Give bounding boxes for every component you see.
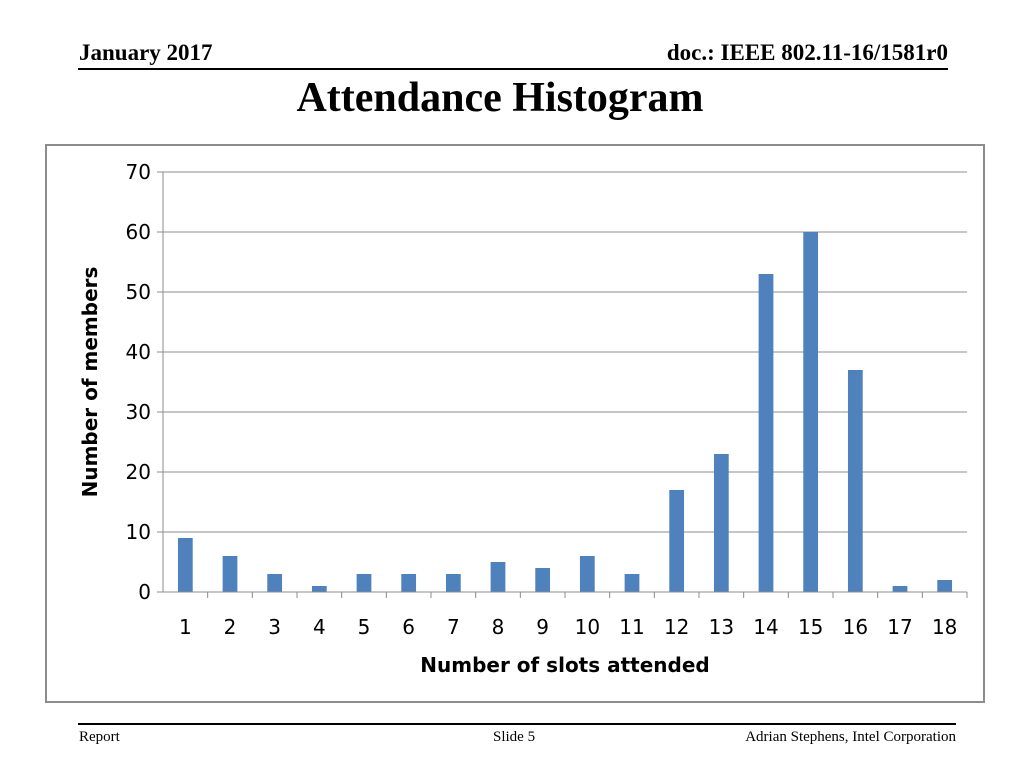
x-tick-label: 2 <box>224 615 237 639</box>
x-tick-label: 14 <box>753 615 778 639</box>
bar-1 <box>177 538 193 592</box>
bar-9 <box>535 568 551 592</box>
bar-7 <box>445 574 461 592</box>
x-tick-label: 8 <box>492 615 505 639</box>
x-tick-label: 7 <box>447 615 460 639</box>
x-tick-label: 5 <box>358 615 371 639</box>
footer-divider <box>78 723 956 725</box>
x-tick-label: 6 <box>402 615 415 639</box>
footer-author: Adrian Stephens, Intel Corporation <box>745 729 956 745</box>
axes <box>157 171 968 598</box>
x-tick-label: 17 <box>887 615 912 639</box>
bar-2 <box>222 556 238 592</box>
bar-3 <box>267 574 283 592</box>
bars <box>177 232 953 592</box>
x-tick-label: 13 <box>709 615 734 639</box>
y-tick-label: 60 <box>126 220 151 244</box>
bar-6 <box>401 574 417 592</box>
y-axis-title: Number of members <box>78 267 102 498</box>
x-axis-title: Number of slots attended <box>420 653 709 677</box>
gridlines <box>163 171 967 533</box>
bar-14 <box>758 274 774 592</box>
x-tick-label: 10 <box>575 615 600 639</box>
bar-13 <box>713 454 729 592</box>
y-tick-label: 0 <box>138 580 151 604</box>
x-tick-label: 1 <box>179 615 192 639</box>
bar-17 <box>892 586 908 592</box>
bar-10 <box>579 556 595 592</box>
chart-frame: 0 10 20 30 40 50 60 70 1 2 3 4 5 6 7 8 9 10 11 12 13 14 15 16 17… <box>45 144 985 703</box>
y-tick-label: 20 <box>126 460 151 484</box>
bar-5 <box>356 574 372 592</box>
bar-4 <box>311 586 327 592</box>
x-tick-label: 12 <box>664 615 689 639</box>
y-tick-label: 10 <box>126 520 151 544</box>
bar-16 <box>847 370 863 592</box>
footer-slide-number: Slide 5 <box>493 729 536 745</box>
header-doc-id: doc.: IEEE 802.11-16/1581r0 <box>666 40 948 65</box>
header-divider <box>78 68 948 70</box>
y-tick-label: 40 <box>126 340 151 364</box>
header-date: January 2017 <box>79 40 213 65</box>
bar-18 <box>937 580 953 592</box>
x-tick-label: 3 <box>268 615 281 639</box>
bar-8 <box>490 562 506 592</box>
x-tick-label: 18 <box>932 615 957 639</box>
bar-11 <box>624 574 640 592</box>
y-tick-label: 50 <box>126 280 151 304</box>
x-tick-label: 16 <box>843 615 868 639</box>
y-tick-label: 30 <box>126 400 151 424</box>
bar-15 <box>803 232 819 592</box>
bar-12 <box>669 490 685 592</box>
x-tick-label: 9 <box>536 615 549 639</box>
slide-title: Attendance Histogram <box>296 75 704 121</box>
x-tick-label: 15 <box>798 615 823 639</box>
x-tick-label: 11 <box>619 615 644 639</box>
footer-report: Report <box>79 729 120 745</box>
x-tick-label: 4 <box>313 615 326 639</box>
y-tick-label: 70 <box>126 160 151 184</box>
